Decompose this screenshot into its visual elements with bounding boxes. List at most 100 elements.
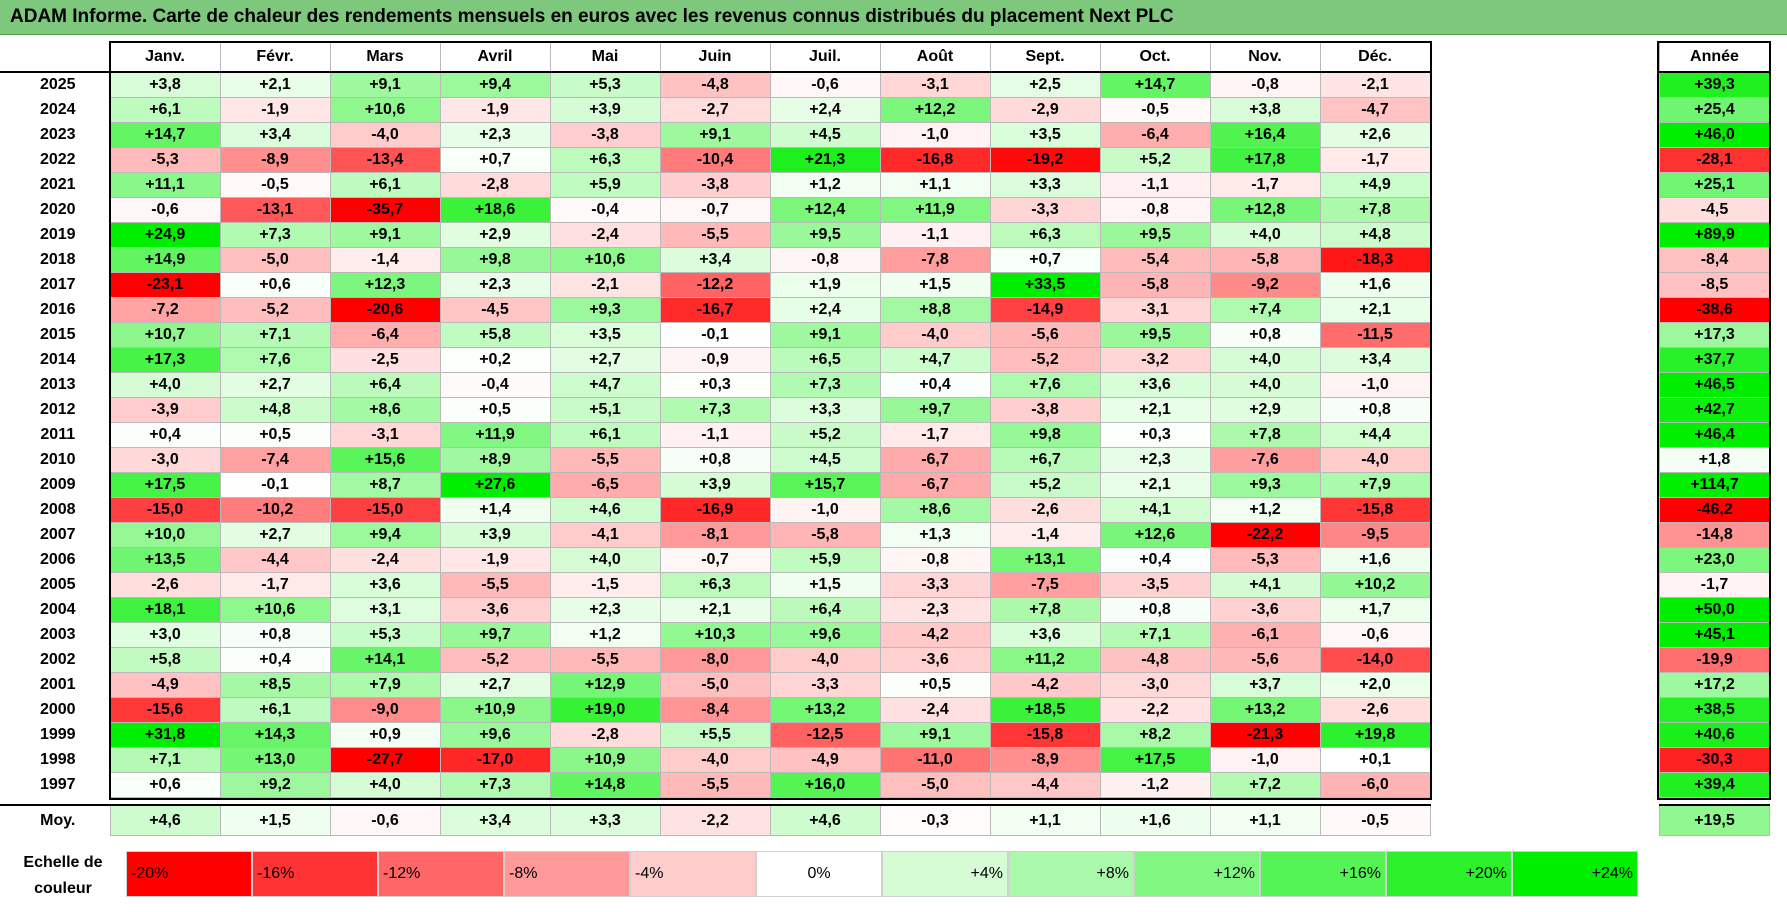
heatmap-cell: +8,9 bbox=[439, 447, 551, 473]
year-label: 2007 bbox=[39, 526, 76, 543]
year-total-cell: +42,7 bbox=[1659, 397, 1770, 423]
heatmap-cell: +0,2 bbox=[439, 347, 551, 373]
heatmap-cell: -2,6 bbox=[1319, 697, 1431, 723]
heatmap-table: Janv. Févr. Mars Avril Mai Juin Juil. Août Sept.… bbox=[0, 42, 1431, 836]
heatmap-cell: -0,8 bbox=[1099, 197, 1211, 223]
heatmap-cell: +2,1 bbox=[219, 71, 331, 98]
heatmap-cell: +7,2 bbox=[1209, 772, 1321, 798]
year-label: 2022 bbox=[39, 151, 76, 168]
heatmap-cell: +3,5 bbox=[989, 122, 1101, 148]
heatmap-cell: -5,2 bbox=[219, 297, 331, 323]
heatmap-cell: +11,9 bbox=[879, 197, 991, 223]
heatmap-cell: +13,2 bbox=[1209, 697, 1321, 723]
heatmap-cell: -2,7 bbox=[659, 97, 771, 123]
heatmap-cell: -1,5 bbox=[549, 572, 661, 598]
heatmap-cell: -12,2 bbox=[659, 272, 771, 298]
month-header: Oct. bbox=[1099, 42, 1211, 73]
heatmap-cell: +7,8 bbox=[1209, 422, 1321, 448]
heatmap-cell: -5,0 bbox=[879, 772, 991, 798]
heatmap-cell: +19,0 bbox=[549, 697, 661, 723]
color-scale-swatch: +12% bbox=[1134, 851, 1260, 897]
year-label: 2018 bbox=[39, 251, 76, 268]
heatmap-cell: -3,6 bbox=[439, 597, 551, 623]
table-row: 2012 -3,9 +4,8 +8,6 +0,5 +5,1 +7,3 +3,3 +9,7 -3,8… bbox=[0, 397, 1431, 423]
year-label: 2014 bbox=[39, 351, 76, 368]
heatmap-cell: +7,8 bbox=[1319, 197, 1431, 223]
average-cell: +1,5 bbox=[219, 804, 331, 836]
heatmap-cell: +4,7 bbox=[879, 347, 991, 373]
year-label: 2019 bbox=[39, 226, 76, 243]
heatmap-cell: -2,1 bbox=[1319, 71, 1431, 98]
year-total-cell: +17,3 bbox=[1659, 322, 1770, 348]
heatmap-cell: -4,4 bbox=[989, 772, 1101, 798]
heatmap-cell: -4,5 bbox=[439, 297, 551, 323]
heatmap-cell: -0,4 bbox=[549, 197, 661, 223]
table-row: 2025 +3,8 +2,1 +9,1 +9,4 +5,3 -4,8 -0,6 -3,1 +2,5… bbox=[0, 71, 1431, 98]
heatmap-cell: -4,4 bbox=[219, 547, 331, 573]
heatmap-cell: +16,4 bbox=[1209, 122, 1321, 148]
heatmap-cell: -5,5 bbox=[659, 772, 771, 798]
heatmap-cell: +2,7 bbox=[219, 372, 331, 398]
heatmap-cell: +4,4 bbox=[1319, 422, 1431, 448]
heatmap-cell: -3,8 bbox=[989, 397, 1101, 423]
heatmap-cell: +5,2 bbox=[989, 472, 1101, 498]
heatmap-cell: +4,0 bbox=[109, 372, 221, 398]
month-header: Sept. bbox=[989, 42, 1101, 73]
heatmap-cell: +16,0 bbox=[769, 772, 881, 798]
year-label: 2015 bbox=[39, 326, 76, 343]
heatmap-cell: +8,5 bbox=[219, 672, 331, 698]
heatmap-cell: -2,8 bbox=[439, 172, 551, 198]
heatmap-cell: +2,7 bbox=[439, 672, 551, 698]
heatmap-cell: -0,7 bbox=[659, 547, 771, 573]
heatmap-cell: +17,8 bbox=[1209, 147, 1321, 173]
heatmap-cell: +11,2 bbox=[989, 647, 1101, 673]
year-label: 2006 bbox=[39, 551, 76, 568]
heatmap-cell: -18,3 bbox=[1319, 247, 1431, 273]
heatmap-cell: -15,8 bbox=[989, 722, 1101, 748]
heatmap-cell: -4,2 bbox=[989, 672, 1101, 698]
year-label: 2003 bbox=[39, 626, 76, 643]
heatmap-cell: +2,3 bbox=[1099, 447, 1211, 473]
year-total-cell: +38,5 bbox=[1659, 697, 1770, 723]
spacer bbox=[1660, 798, 1770, 806]
heatmap-cell: -7,2 bbox=[109, 297, 221, 323]
table-row: 2010 -3,0 -7,4 +15,6 +8,9 -5,5 +0,8 +4,5 -6,7 +6,… bbox=[0, 447, 1431, 473]
heatmap-cell: -6,5 bbox=[549, 472, 661, 498]
average-cell: +3,3 bbox=[549, 804, 661, 836]
year-total-cell: +45,1 bbox=[1659, 622, 1770, 648]
year-total-cell: +25,4 bbox=[1659, 97, 1770, 123]
heatmap-cell: +1,2 bbox=[549, 622, 661, 648]
heatmap-cell: -5,0 bbox=[219, 247, 331, 273]
table-row: 2013 +4,0 +2,7 +6,4 -0,4 +4,7 +0,3 +7,3 +0,4 +7,6… bbox=[0, 372, 1431, 398]
heatmap-cell: +9,5 bbox=[1099, 222, 1211, 248]
color-scale-swatch: 0% bbox=[756, 851, 882, 897]
heatmap-cell: +1,5 bbox=[879, 272, 991, 298]
heatmap-cell: +4,8 bbox=[219, 397, 331, 423]
heatmap-cell: -8,0 bbox=[659, 647, 771, 673]
year-total-cell: -4,5 bbox=[1659, 197, 1770, 223]
heatmap-cell: +5,8 bbox=[439, 322, 551, 348]
color-scale-swatch: +8% bbox=[1008, 851, 1134, 897]
heatmap-cell: +13,1 bbox=[989, 547, 1101, 573]
heatmap-cell: +13,0 bbox=[219, 747, 331, 773]
heatmap-cell: +1,4 bbox=[439, 497, 551, 523]
heatmap-cell: +12,4 bbox=[769, 197, 881, 223]
color-scale-swatch: -4% bbox=[630, 851, 756, 897]
heatmap-cell: +1,9 bbox=[769, 272, 881, 298]
heatmap-cell: -1,7 bbox=[879, 422, 991, 448]
heatmap-cell: -4,9 bbox=[769, 747, 881, 773]
heatmap-cell: +2,3 bbox=[549, 597, 661, 623]
heatmap-cell: +4,0 bbox=[1209, 372, 1321, 398]
heatmap-cell: +4,6 bbox=[549, 497, 661, 523]
year-label: 2020 bbox=[39, 201, 76, 218]
heatmap-cell: +3,9 bbox=[549, 97, 661, 123]
heatmap-cell: +2,4 bbox=[769, 97, 881, 123]
heatmap-cell: -1,7 bbox=[219, 572, 331, 598]
heatmap-cell: -9,2 bbox=[1209, 272, 1321, 298]
heatmap-cell: +14,7 bbox=[109, 122, 221, 148]
year-label: 2025 bbox=[0, 71, 110, 98]
heatmap-cell: +3,5 bbox=[549, 322, 661, 348]
heatmap-cell: +17,3 bbox=[109, 347, 221, 373]
heatmap-cell: +9,2 bbox=[219, 772, 331, 798]
heatmap-cell: +9,7 bbox=[879, 397, 991, 423]
